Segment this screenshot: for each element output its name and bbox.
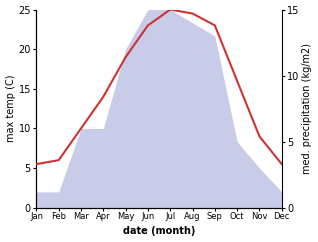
X-axis label: date (month): date (month) [123, 227, 195, 236]
Y-axis label: max temp (C): max temp (C) [5, 75, 16, 142]
Y-axis label: med. precipitation (kg/m2): med. precipitation (kg/m2) [302, 43, 313, 174]
